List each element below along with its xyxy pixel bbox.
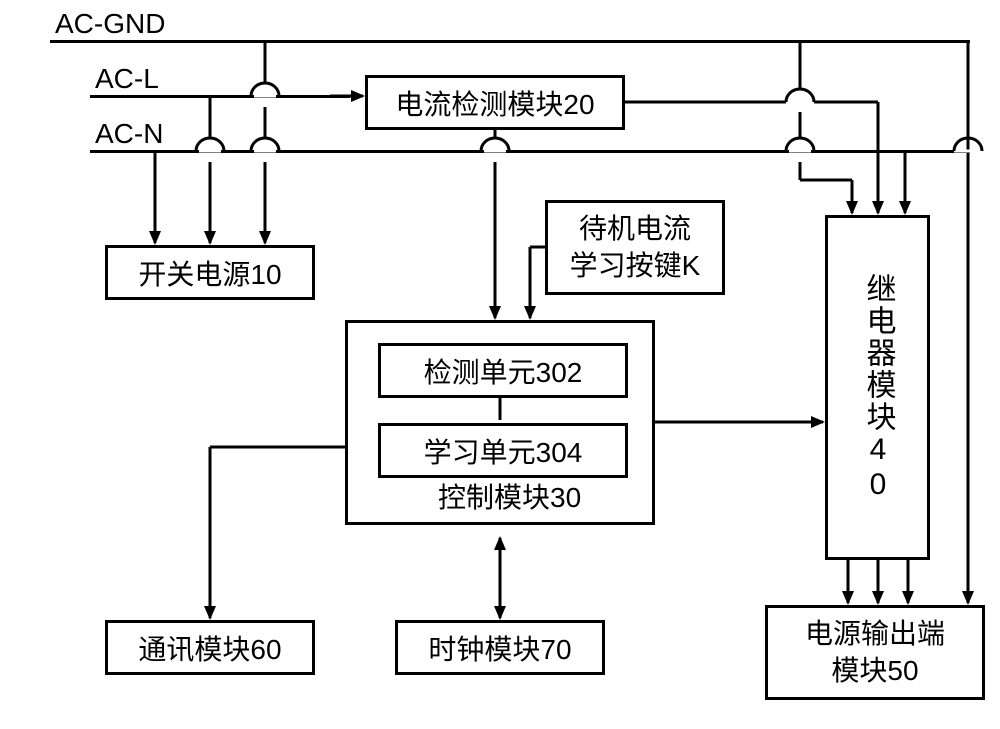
node-current-detect-label: 电流检测模块20 [395,83,594,123]
node-control: 检测单元302 学习单元304 控制模块30 [345,320,655,525]
bus-ac-gnd [50,40,970,43]
node-standby-key-label: 待机电流 学习按键K [570,211,701,284]
node-learn-unit-label: 学习单元304 [424,431,583,471]
node-clock: 时钟模块70 [395,620,605,675]
label-ac-gnd: AC-GND [55,8,165,40]
node-detect-unit: 检测单元302 [378,343,628,398]
node-learn-unit: 学习单元304 [378,423,628,478]
node-detect-unit-label: 检测单元302 [424,351,583,391]
label-ac-n: AC-N [95,118,163,150]
node-relay: 继电器模块40 [825,215,930,560]
bus-ac-n [90,150,970,153]
node-comm: 通讯模块60 [105,620,315,675]
node-standby-key: 待机电流 学习按键K [545,200,725,295]
node-power-out: 电源输出端 模块50 [765,605,985,700]
label-ac-l: AC-L [95,63,159,95]
node-switch-power: 开关电源10 [105,245,315,300]
node-current-detect: 电流检测模块20 [365,75,625,130]
node-power-out-label: 电源输出端 模块50 [805,616,945,689]
node-relay-label: 继电器模块40 [856,273,900,503]
node-comm-label: 通讯模块60 [138,628,281,668]
diagram-canvas: AC-GND AC-L AC-N 电流检测模块20 开关电源10 待机电流 学习… [0,0,1000,729]
node-switch-power-label: 开关电源10 [138,253,281,293]
node-clock-label: 时钟模块70 [428,628,571,668]
bus-ac-l [90,95,350,98]
node-control-label: 控制模块30 [438,476,581,516]
